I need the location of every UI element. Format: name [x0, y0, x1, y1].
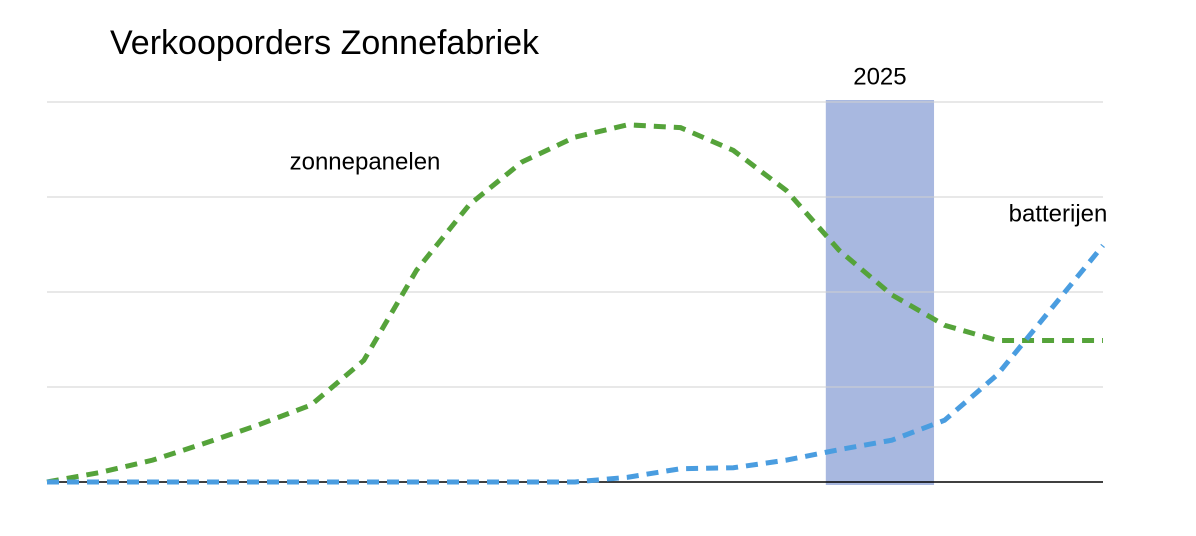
series-line: [46, 122, 1103, 485]
chart-title: Verkooporders Zonnefabriek: [110, 24, 540, 62]
series-label: batterijen: [1009, 200, 1108, 227]
series-label: zonnepanelen: [290, 148, 441, 175]
highlight-label: 2025: [853, 63, 906, 90]
series-line: [47, 243, 1105, 485]
